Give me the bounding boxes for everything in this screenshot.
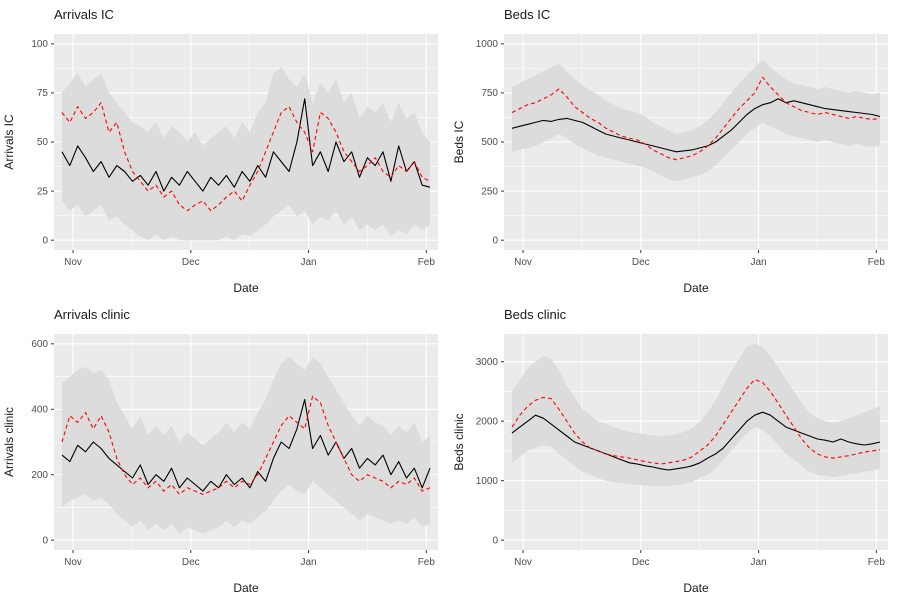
x-tick-label: Feb: [418, 257, 436, 268]
x-tick-label: Jan: [300, 257, 316, 268]
forecast-line: [61, 395, 431, 495]
x-tick-label: Jan: [750, 557, 766, 568]
beds-ic-chart: 0 250 500 750 1000 Nov Dec Jan Feb Beds IC Beds IC…: [452, 7, 888, 295]
arrivals-ic-chart: 0 25 50 75 100 Nov Dec Jan Feb Arrivals IC Arrival…: [2, 7, 438, 295]
panel-beds-ic: 0 250 500 750 1000 Nov Dec Jan Feb Beds IC Beds IC…: [450, 0, 900, 300]
panel-arrivals-clinic: 0 200 400 600 Nov Dec Jan Feb Arrivals clinic Arr…: [0, 300, 450, 600]
y-tick-label: 2000: [476, 416, 499, 427]
x-axis-title: Date: [233, 281, 259, 295]
observed-line: [61, 398, 431, 492]
y-axis-title: Beds IC: [452, 120, 466, 163]
panel-arrivals-ic: 0 25 50 75 100 Nov Dec Jan Feb Arrivals IC Arrival…: [0, 0, 450, 300]
x-tick-label: Dec: [632, 557, 650, 568]
prediction-band: [512, 59, 880, 182]
x-tick-label: Jan: [300, 557, 316, 568]
x-tick-label: Dec: [182, 557, 200, 568]
x-tick-label: Dec: [182, 257, 200, 268]
prediction-band: [62, 356, 430, 534]
x-axis-title: Date: [683, 581, 709, 595]
y-tick-label: 3000: [476, 357, 499, 368]
prediction-band: [62, 67, 430, 241]
y-tick-label: 0: [492, 235, 498, 246]
panel-beds-clinic: 0 1000 2000 3000 Nov Dec Jan Feb Beds clinic Beds…: [450, 300, 900, 600]
y-axis-title: Arrivals clinic: [2, 407, 16, 477]
x-tick-label: Dec: [632, 257, 650, 268]
observed-line: [511, 411, 881, 471]
forecast-line: [511, 378, 881, 465]
y-axis-title: Beds clinic: [452, 413, 466, 470]
x-tick-label: Nov: [514, 557, 532, 568]
y-tick-label: 750: [481, 88, 498, 99]
x-tick-label: Feb: [418, 557, 436, 568]
chart-title: Beds clinic: [504, 307, 567, 322]
axis-ticks: [51, 43, 427, 253]
x-tick-label: Nov: [64, 557, 82, 568]
forecast-line: [511, 76, 881, 161]
x-tick-label: Nov: [514, 257, 532, 268]
x-axis-title: Date: [683, 281, 709, 295]
chart-title: Beds IC: [504, 7, 550, 22]
chart-title: Arrivals clinic: [54, 307, 130, 322]
y-tick-label: 100: [31, 39, 48, 50]
y-axis-title: Arrivals IC: [2, 114, 16, 170]
observed-line: [511, 98, 881, 153]
x-axis-title: Date: [233, 581, 259, 595]
chart-title: Arrivals IC: [54, 7, 114, 22]
axis-ticks: [501, 361, 877, 553]
observed-line: [61, 98, 431, 192]
beds-clinic-chart: 0 1000 2000 3000 Nov Dec Jan Feb Beds clinic Beds…: [452, 307, 888, 595]
arrivals-clinic-chart: 0 200 400 600 Nov Dec Jan Feb Arrivals clinic Arr…: [2, 307, 438, 595]
y-tick-label: 250: [481, 186, 498, 197]
y-tick-label: 1000: [476, 476, 499, 487]
x-tick-label: Feb: [868, 557, 886, 568]
y-tick-label: 500: [481, 137, 498, 148]
y-tick-label: 400: [31, 404, 48, 415]
axis-ticks: [501, 43, 877, 253]
forecast-line: [61, 102, 431, 212]
x-tick-label: Feb: [868, 257, 886, 268]
prediction-band: [512, 343, 880, 487]
axis-ticks: [51, 343, 427, 553]
y-tick-label: 75: [37, 88, 49, 99]
y-tick-label: 0: [492, 535, 498, 546]
y-tick-label: 0: [42, 535, 48, 546]
y-tick-label: 1000: [476, 39, 499, 50]
y-tick-label: 600: [31, 339, 48, 350]
x-tick-label: Jan: [750, 257, 766, 268]
y-tick-label: 25: [37, 186, 49, 197]
y-tick-label: 0: [42, 235, 48, 246]
x-tick-label: Nov: [64, 257, 82, 268]
y-tick-label: 50: [37, 137, 49, 148]
y-tick-label: 200: [31, 470, 48, 481]
